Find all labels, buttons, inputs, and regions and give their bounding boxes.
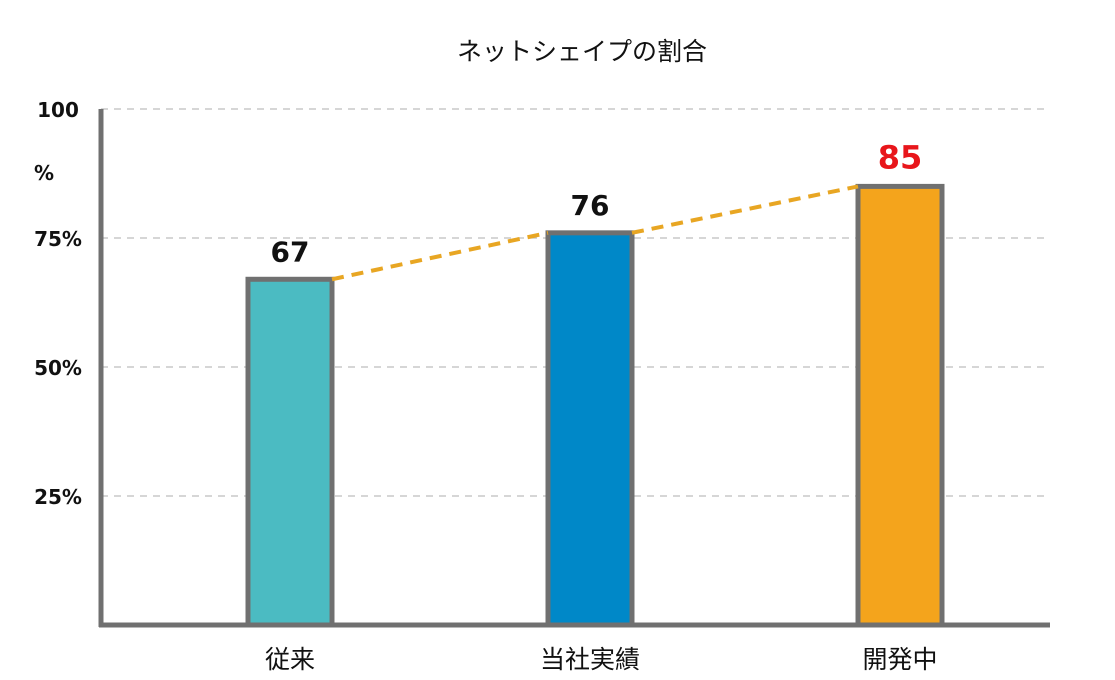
bar [545, 230, 635, 628]
value-labels: 67 76 85 [271, 138, 923, 268]
trend-line-segment [331, 230, 549, 282]
axes [98, 109, 1050, 628]
y-axis-tick-labels: 25% 50% 75% 100 [34, 98, 82, 509]
value-label: 76 [571, 189, 610, 222]
trend-line-segment [631, 184, 859, 235]
y-tick-label: 50% [34, 356, 82, 380]
y-tick-label: 100 [37, 98, 79, 122]
category-label: 従来 [265, 645, 315, 674]
value-label: 67 [271, 235, 310, 268]
bar [245, 276, 335, 628]
trend-line [331, 184, 859, 282]
y-tick-label: 75% [34, 227, 82, 251]
y-axis-unit-label: % [34, 161, 54, 185]
chart-title: ネットシェイプの割合 [457, 37, 707, 66]
category-label: 当社実績 [540, 645, 640, 674]
bar [855, 183, 945, 628]
y-tick-label: 25% [34, 485, 82, 509]
value-label: 85 [878, 138, 923, 176]
bars [245, 183, 945, 628]
category-label: 開発中 [862, 645, 937, 674]
x-axis-category-labels: 従来 当社実績 開発中 [265, 645, 938, 674]
